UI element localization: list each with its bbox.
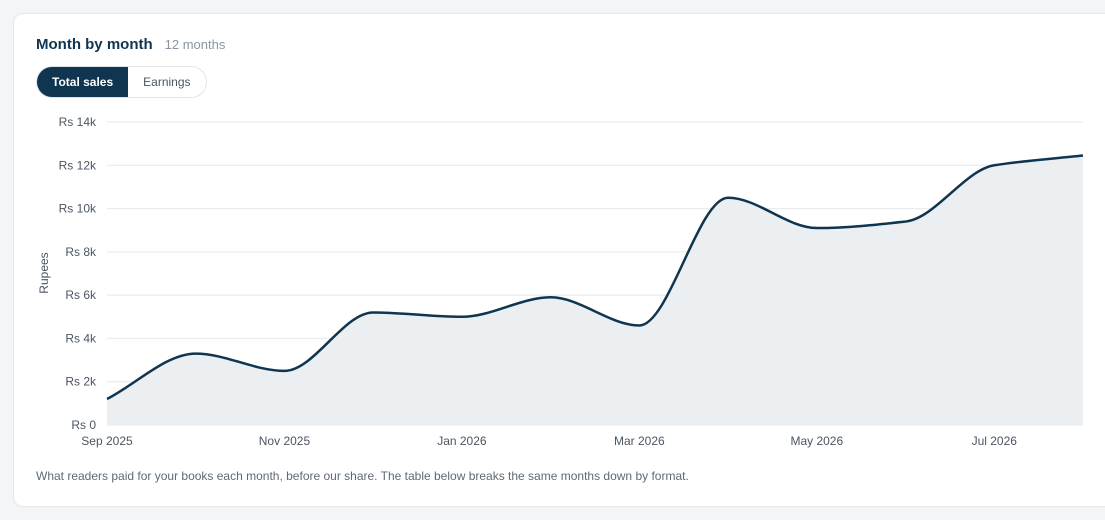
x-tick-label: Sep 2025	[81, 434, 133, 448]
y-tick-label: Rs 12k	[59, 158, 97, 172]
x-tick-label: May 2026	[790, 434, 843, 448]
y-tick-label: Rs 8k	[65, 245, 97, 259]
y-tick-label: Rs 14k	[59, 115, 97, 129]
y-tick-label: Rs 6k	[65, 288, 97, 302]
y-axis-label: Rupees	[37, 252, 51, 293]
metric-toggle: Total sales Earnings	[36, 66, 207, 98]
x-tick-label: Jan 2026	[437, 434, 487, 448]
sales-line	[106, 154, 1084, 401]
x-tick-label: Jul 2026	[972, 434, 1018, 448]
y-tick-label: Rs 4k	[65, 331, 97, 345]
sales-area	[107, 155, 1083, 425]
x-tick-label: Nov 2025	[259, 434, 311, 448]
card-subtitle: 12 months	[164, 37, 226, 52]
x-tick-label: Mar 2026	[614, 434, 665, 448]
tab-earnings[interactable]: Earnings	[128, 67, 206, 97]
y-tick-label: Rs 2k	[65, 375, 97, 389]
y-tick-label: Rs 0	[71, 418, 96, 432]
y-tick-label: Rs 10k	[59, 202, 97, 216]
x-axis: Sep 2025 Nov 2025 Jan 2026 Mar 2026 May 2026…	[81, 434, 1017, 448]
tab-total-sales[interactable]: Total sales	[37, 67, 129, 97]
title-row: Month by month 12 months	[36, 36, 225, 53]
card-title: Month by month	[36, 36, 153, 53]
chart-caption: What readers paid for your books each mo…	[36, 469, 689, 483]
y-axis: Rs 0 Rs 2k Rs 4k Rs 6k Rs 8k Rs 10k Rs 12k Rs 1…	[59, 115, 97, 432]
